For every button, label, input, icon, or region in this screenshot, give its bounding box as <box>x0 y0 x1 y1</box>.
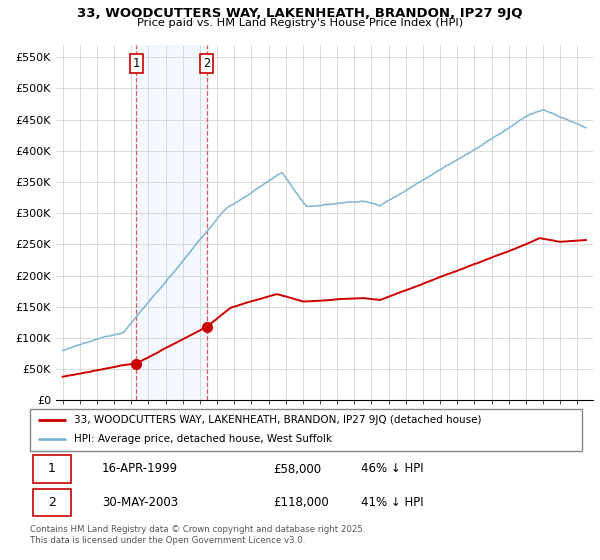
Text: 1: 1 <box>48 463 56 475</box>
FancyBboxPatch shape <box>33 489 71 516</box>
Text: 1: 1 <box>133 57 140 70</box>
Text: 2: 2 <box>48 496 56 509</box>
Text: £58,000: £58,000 <box>273 463 321 475</box>
Bar <box>136 45 207 400</box>
Text: Contains HM Land Registry data © Crown copyright and database right 2025.
This d: Contains HM Land Registry data © Crown c… <box>30 525 365 545</box>
Text: 33, WOODCUTTERS WAY, LAKENHEATH, BRANDON, IP27 9JQ (detached house): 33, WOODCUTTERS WAY, LAKENHEATH, BRANDON… <box>74 415 482 425</box>
Text: HPI: Average price, detached house, West Suffolk: HPI: Average price, detached house, West… <box>74 435 332 445</box>
Text: 2: 2 <box>203 57 211 70</box>
Text: 46% ↓ HPI: 46% ↓ HPI <box>361 463 424 475</box>
FancyBboxPatch shape <box>30 409 582 451</box>
Text: 41% ↓ HPI: 41% ↓ HPI <box>361 496 424 509</box>
Text: Price paid vs. HM Land Registry's House Price Index (HPI): Price paid vs. HM Land Registry's House … <box>137 18 463 28</box>
Text: 30-MAY-2003: 30-MAY-2003 <box>102 496 178 509</box>
Text: £118,000: £118,000 <box>273 496 329 509</box>
Text: 33, WOODCUTTERS WAY, LAKENHEATH, BRANDON, IP27 9JQ: 33, WOODCUTTERS WAY, LAKENHEATH, BRANDON… <box>77 7 523 20</box>
Text: 16-APR-1999: 16-APR-1999 <box>102 463 178 475</box>
FancyBboxPatch shape <box>33 455 71 483</box>
